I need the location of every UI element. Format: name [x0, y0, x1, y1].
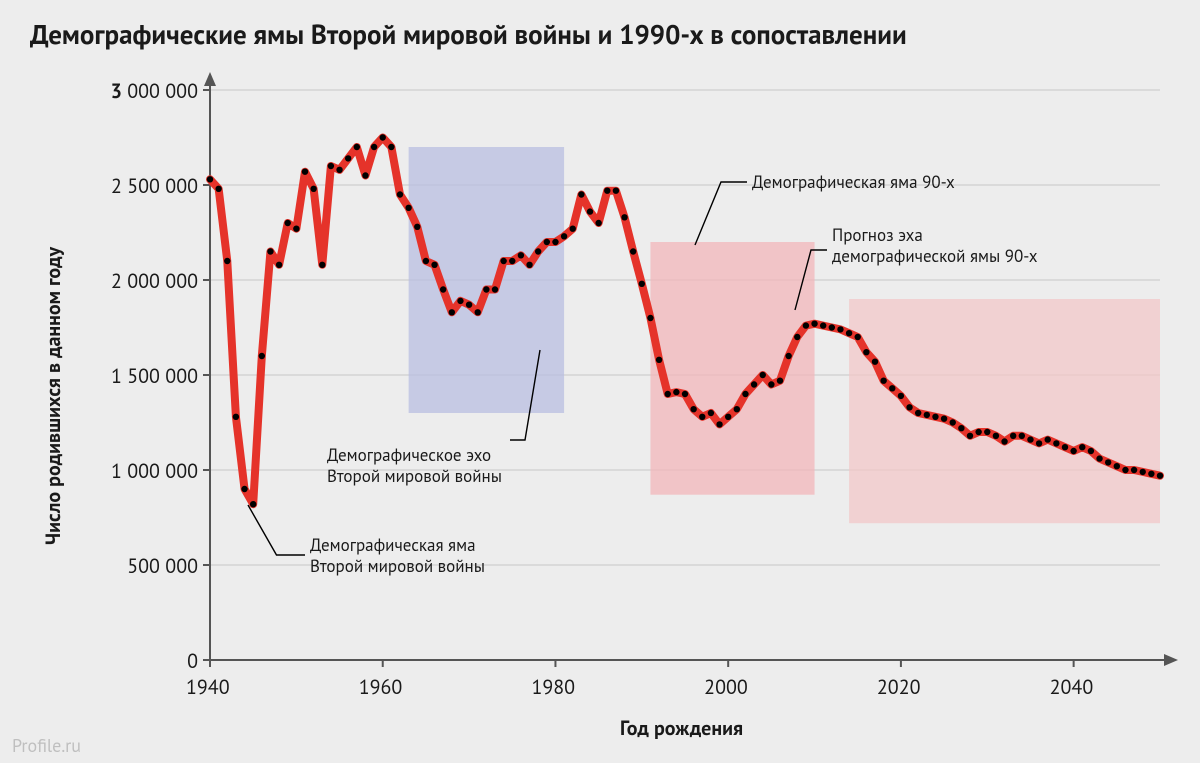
x-tick-label: 1980: [531, 674, 575, 700]
x-tick-label: 2020: [877, 674, 921, 700]
y-tick-label: 1 500 000: [111, 363, 198, 389]
annotation-label: Демографическое эхо Второй мировой войны: [327, 445, 502, 488]
x-tick-label: 1960: [359, 674, 403, 700]
y-tick-label: 1 000 000: [111, 458, 198, 484]
annotation-label: Демографическая яма Второй мировой войны: [310, 535, 485, 578]
annotation-label: Демографическая яма 90-х: [752, 172, 955, 193]
x-tick-label: 1940: [186, 674, 230, 700]
annotation-label: Прогноз эха демографической ямы 90-х: [832, 225, 1037, 268]
x-tick-label: 2000: [704, 674, 748, 700]
y-tick-label: 500 000: [127, 553, 198, 579]
y-tick-label: 3 000 000: [111, 78, 198, 104]
y-tick-label: 0: [187, 648, 198, 674]
y-tick-label: 2 500 000: [111, 173, 198, 199]
y-tick-label: 2 000 000: [111, 268, 198, 294]
x-tick-label: 2040: [1050, 674, 1094, 700]
